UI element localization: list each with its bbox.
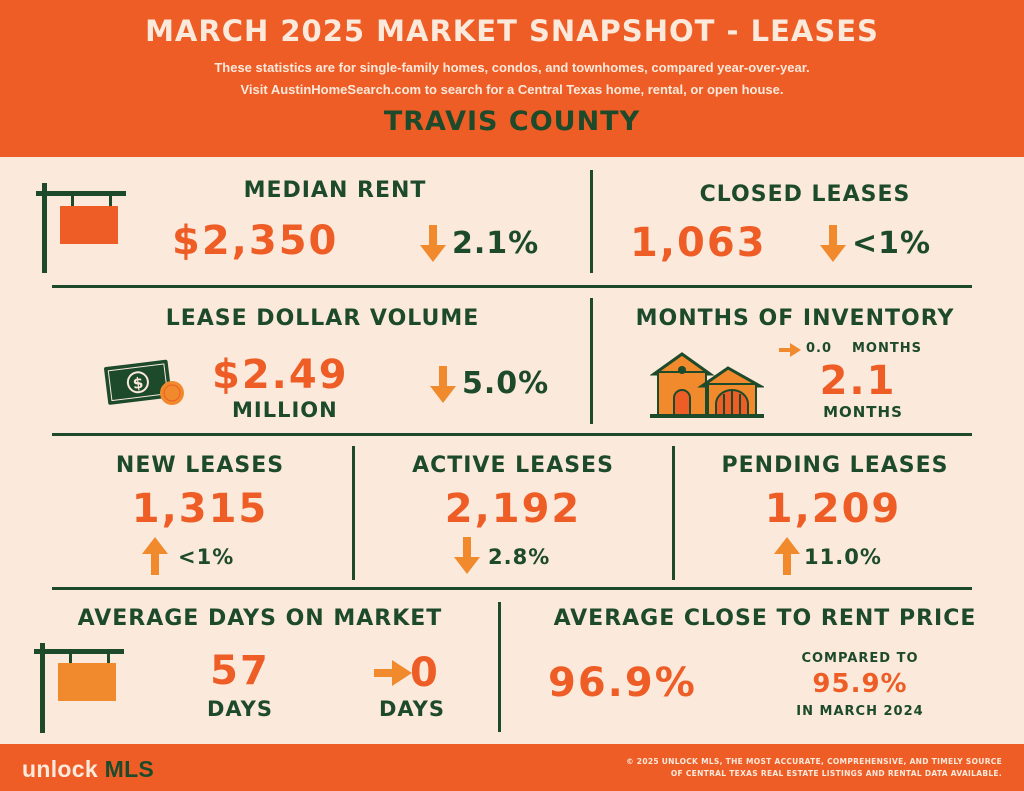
pending-leases-label: PENDING LEASES: [721, 453, 949, 478]
avg-close-to-rent-value: 96.9%: [548, 660, 697, 706]
page-title: MARCH 2025 MARKET SNAPSHOT - LEASES: [145, 14, 879, 48]
sign-post-icon: [34, 643, 124, 733]
active-leases-value: 2,192: [444, 486, 582, 532]
lease-dollar-volume-value: $2.49: [212, 352, 349, 398]
avg-days-on-market-label: AVERAGE DAYS ON MARKET: [77, 606, 443, 631]
footer-copyright-line-1: © 2025 UNLOCK MLS, THE MOST ACCURATE, CO…: [626, 757, 1002, 766]
new-leases-change: <1%: [178, 545, 235, 569]
avg-days-on-market-unit: DAYS: [206, 697, 273, 721]
median-rent-change: 2.1%: [452, 226, 540, 261]
header-banner: [0, 0, 1024, 157]
logo-text-mls: MLS: [104, 756, 155, 782]
avg-days-on-market-change: 0: [410, 650, 440, 696]
avg-close-to-rent-compared-label: COMPARED TO: [801, 651, 919, 666]
footer-copyright-line-2: OF CENTRAL TEXAS REAL ESTATE LISTINGS AN…: [670, 769, 1002, 778]
divider: [498, 602, 501, 732]
months-of-inventory-value: 2.1: [819, 358, 897, 404]
months-of-inventory-change-unit: MONTHS: [852, 341, 922, 356]
arrow-down-icon: [820, 225, 846, 262]
subtitle-line-2: Visit AustinHomeSearch.com to search for…: [240, 82, 784, 97]
median-rent-label: MEDIAN RENT: [243, 178, 427, 203]
arrow-up-icon: [142, 537, 168, 575]
arrow-down-icon: [454, 537, 480, 574]
avg-days-on-market-change-unit: DAYS: [378, 697, 445, 721]
divider: [672, 446, 675, 580]
subtitle-line-1: These statistics are for single-family h…: [214, 60, 810, 75]
months-of-inventory-unit: MONTHS: [823, 403, 903, 421]
months-of-inventory-label: MONTHS OF INVENTORY: [635, 306, 955, 331]
avg-close-to-rent-compared-period: IN MARCH 2024: [796, 704, 924, 719]
pending-leases-value: 1,209: [764, 486, 902, 532]
arrow-up-icon: [774, 537, 800, 575]
active-leases-change: 2.8%: [488, 545, 551, 569]
new-leases-value: 1,315: [131, 486, 269, 532]
divider: [52, 587, 972, 590]
unlock-mls-logo: unlock MLS: [22, 756, 154, 783]
closed-leases-label: CLOSED LEASES: [699, 182, 911, 207]
median-rent-value: $2,350: [172, 218, 339, 264]
divider: [590, 170, 593, 273]
arrow-down-icon: [430, 366, 456, 403]
arrow-down-icon: [420, 225, 446, 262]
avg-close-to-rent-label: AVERAGE CLOSE TO RENT PRICE: [553, 606, 977, 631]
divider: [590, 298, 593, 424]
new-leases-label: NEW LEASES: [115, 453, 285, 478]
pending-leases-change: 11.0%: [804, 545, 882, 569]
logo-text-unlock: unlock: [22, 756, 98, 782]
svg-text:$: $: [132, 374, 145, 393]
months-of-inventory-change: 0.0: [806, 341, 833, 356]
active-leases-label: ACTIVE LEASES: [412, 453, 614, 478]
divider: [52, 285, 972, 288]
money-bill-icon: $: [104, 359, 184, 405]
avg-days-on-market-value: 57: [210, 648, 270, 694]
arrow-right-icon: [779, 343, 801, 357]
lease-dollar-volume-change: 5.0%: [462, 366, 550, 401]
county-title: TRAVIS COUNTY: [383, 106, 641, 137]
lease-dollar-volume-label: LEASE DOLLAR VOLUME: [165, 306, 480, 331]
closed-leases-value: 1,063: [630, 220, 767, 266]
arrow-right-icon: [374, 660, 412, 686]
divider: [52, 433, 972, 436]
closed-leases-change: <1%: [852, 226, 932, 261]
footer-banner: [0, 744, 1024, 791]
house-icon: [650, 352, 764, 418]
divider: [352, 446, 355, 580]
lease-dollar-volume-unit: MILLION: [232, 398, 338, 422]
sign-post-icon: [36, 183, 126, 273]
avg-close-to-rent-compared-value: 95.9%: [812, 669, 908, 699]
